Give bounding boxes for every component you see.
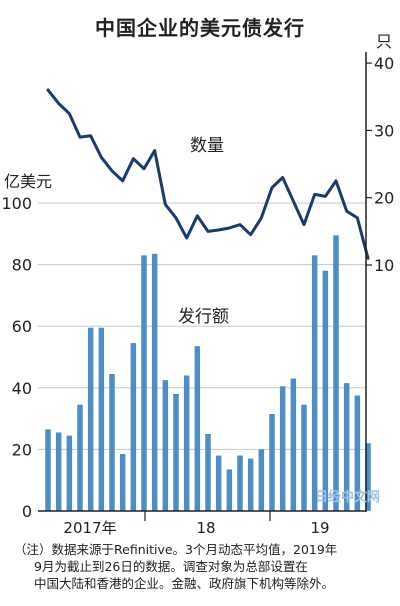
line-series-label: 数量 — [190, 136, 224, 156]
left-axis-label: 亿美元 — [4, 172, 52, 191]
bar — [215, 455, 222, 511]
x-tick-label: 18 — [196, 519, 215, 537]
right-tick-label: 30 — [374, 121, 394, 140]
bar — [311, 255, 318, 511]
bar — [290, 378, 297, 511]
bar — [173, 393, 179, 511]
bar — [269, 413, 275, 511]
footnote: （注）数据来源于Refinitive。3个月动态平均值，2019年 9月为截止到… — [14, 541, 392, 592]
bar — [247, 458, 254, 511]
right-tick-label: 40 — [374, 54, 394, 73]
bar — [205, 434, 211, 511]
right-axis-label: 只 — [376, 32, 392, 51]
x-tick-label: 2017年 — [63, 519, 116, 537]
x-tick-label: 19 — [310, 519, 329, 537]
bar — [279, 386, 286, 511]
bar — [130, 343, 137, 511]
bar — [162, 380, 169, 511]
right-tick-label: 20 — [374, 189, 394, 208]
bar — [141, 255, 147, 511]
bar — [77, 404, 83, 511]
bar — [119, 454, 126, 511]
bar — [55, 432, 62, 511]
bar — [322, 270, 329, 511]
bar — [194, 346, 201, 511]
left-tick-label: 100 — [1, 194, 32, 213]
bar — [237, 455, 243, 511]
bar — [333, 235, 339, 511]
bar — [98, 327, 105, 511]
count-line — [46, 88, 370, 260]
bar — [183, 375, 190, 511]
bar-series-label: 发行额 — [178, 307, 229, 327]
bar — [258, 449, 265, 511]
footnote-line-2: 9月为截止到26日的数据。调查对象为总部设置在 — [34, 559, 308, 574]
left-tick-label: 60 — [12, 317, 32, 336]
bar — [301, 404, 307, 511]
left-tick-label: 20 — [12, 440, 32, 459]
watermark: 日经中文网 — [314, 490, 380, 505]
bar — [109, 373, 115, 511]
bar — [87, 327, 94, 511]
left-tick-label: 80 — [12, 256, 32, 275]
chart-title: 中国企业的美元债发行 — [95, 16, 305, 40]
right-tick-label: 10 — [374, 256, 394, 275]
bar — [226, 469, 233, 511]
bar — [45, 429, 51, 511]
bar — [343, 383, 350, 511]
bar — [365, 443, 371, 511]
bar — [151, 253, 158, 511]
bar — [66, 435, 73, 511]
left-tick-label: 40 — [12, 379, 32, 398]
footnote-line-1: （注）数据来源于Refinitive。3个月动态平均值，2019年 — [14, 542, 338, 557]
left-tick-label: 0 — [22, 502, 32, 521]
bar — [354, 395, 361, 511]
footnote-line-3: 中国大陆和香港的企业。金融、政府旗下机构等除外。 — [34, 576, 335, 591]
